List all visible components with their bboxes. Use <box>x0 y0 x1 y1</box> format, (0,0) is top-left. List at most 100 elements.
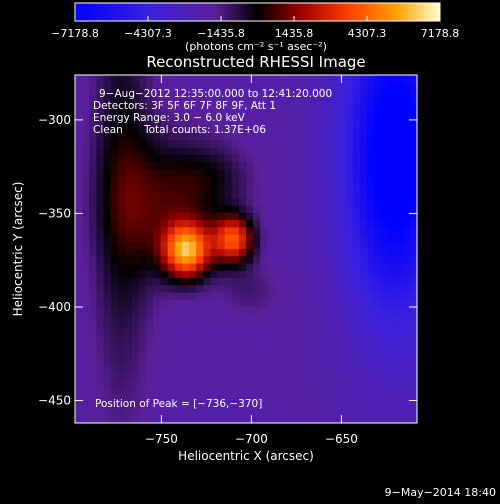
heatmap-cell <box>395 198 404 207</box>
heatmap-cell <box>352 147 361 156</box>
heatmap-cell <box>388 220 397 228</box>
heatmap-cell <box>75 111 83 120</box>
heatmap-cell <box>395 336 404 344</box>
heatmap-cell <box>89 140 97 149</box>
heatmap-cell <box>110 205 119 214</box>
heatmap-cell <box>103 270 112 279</box>
heatmap-cell <box>82 321 90 330</box>
heatmap-cell <box>139 270 147 279</box>
heatmap-cell <box>295 169 304 178</box>
heatmap-cell <box>217 321 226 330</box>
heatmap-cell <box>139 278 147 286</box>
heatmap-cell <box>267 147 276 156</box>
heatmap-cell <box>253 169 261 178</box>
heatmap-cell <box>352 350 361 359</box>
heatmap-cell <box>153 256 162 265</box>
heatmap-cell <box>352 89 361 98</box>
heatmap-cell <box>395 205 404 214</box>
heatmap-cell <box>124 89 133 98</box>
heatmap-cell <box>331 292 340 301</box>
heatmap-cell <box>303 162 311 170</box>
heatmap-cell <box>82 220 90 228</box>
heatmap-cell <box>317 365 325 373</box>
heatmap-cell <box>146 328 154 337</box>
heatmap-cell <box>281 408 290 417</box>
heatmap-cell <box>132 183 140 192</box>
heatmap-cell <box>374 350 382 359</box>
heatmap-cell <box>338 227 347 236</box>
heatmap-cell <box>96 350 105 359</box>
heatmap-cell <box>338 198 347 207</box>
heatmap-cell <box>124 314 133 323</box>
heatmap-cell <box>246 357 254 366</box>
heatmap-cell <box>217 350 226 359</box>
heatmap-cell <box>153 111 162 120</box>
heatmap-cell <box>181 191 190 199</box>
heatmap-cell <box>395 357 404 366</box>
heatmap-cell <box>196 292 204 301</box>
heatmap-cell <box>367 357 375 366</box>
heatmap-cell <box>210 198 219 207</box>
heatmap-cell <box>295 263 304 272</box>
heatmap-cell <box>267 321 276 330</box>
heatmap-cell <box>89 162 97 170</box>
heatmap-cell <box>181 227 190 236</box>
heatmap-cell <box>381 191 390 199</box>
heatmap-cell <box>388 212 397 221</box>
heatmap-cell <box>153 307 162 315</box>
heatmap-cell <box>331 350 340 359</box>
heatmap-cell <box>89 408 97 417</box>
heatmap-cell <box>124 118 133 127</box>
heatmap-cell <box>132 176 140 185</box>
heatmap-cell <box>331 394 340 402</box>
heatmap-cell <box>96 104 105 112</box>
heatmap-cell <box>395 379 404 388</box>
heatmap-cell <box>388 379 397 388</box>
heatmap-cell <box>224 365 233 373</box>
heatmap-cell <box>210 408 219 417</box>
heatmap-cell <box>203 82 211 91</box>
heatmap-cell <box>331 89 340 98</box>
heatmap-cell <box>238 183 247 192</box>
heatmap-cell <box>160 285 169 294</box>
heatmap-cell <box>203 285 211 294</box>
heatmap-cell <box>274 270 283 279</box>
heatmap-cell <box>281 133 290 141</box>
heatmap-cell <box>274 394 283 402</box>
heatmap-cell <box>224 401 233 410</box>
heatmap-cell <box>189 292 197 301</box>
heatmap-cell <box>267 118 276 127</box>
heatmap-cell <box>210 314 219 323</box>
heatmap-cell <box>324 227 333 236</box>
heatmap-cell <box>103 328 112 337</box>
heatmap-cell <box>174 82 183 91</box>
heatmap-cell <box>110 198 119 207</box>
heatmap-cell <box>338 249 347 257</box>
heatmap-cell <box>238 408 247 417</box>
heatmap-cell <box>224 256 233 265</box>
heatmap-cell <box>303 176 311 185</box>
heatmap-cell <box>89 104 97 112</box>
heatmap-cell <box>303 249 311 257</box>
heatmap-cell <box>224 270 233 279</box>
heatmap-cell <box>189 162 197 170</box>
heatmap-cell <box>160 140 169 149</box>
heatmap-cell <box>381 394 390 402</box>
heatmap-cell <box>331 386 340 395</box>
heatmap-cell <box>374 372 382 381</box>
heatmap-cell <box>374 234 382 243</box>
heatmap-cell <box>310 154 318 163</box>
heatmap-cell <box>117 365 126 373</box>
heatmap-cell <box>139 343 147 352</box>
heatmap-cell <box>146 256 154 265</box>
heatmap-cell <box>224 343 233 352</box>
heatmap-cell <box>267 408 276 417</box>
heatmap-cell <box>210 212 219 221</box>
heatmap-cell <box>203 198 211 207</box>
heatmap-cell <box>189 147 197 156</box>
heatmap-cell <box>189 227 197 236</box>
heatmap-cell <box>231 82 240 91</box>
heatmap-cell <box>360 227 368 236</box>
heatmap-cell <box>110 118 119 127</box>
heatmap-cell <box>124 147 133 156</box>
